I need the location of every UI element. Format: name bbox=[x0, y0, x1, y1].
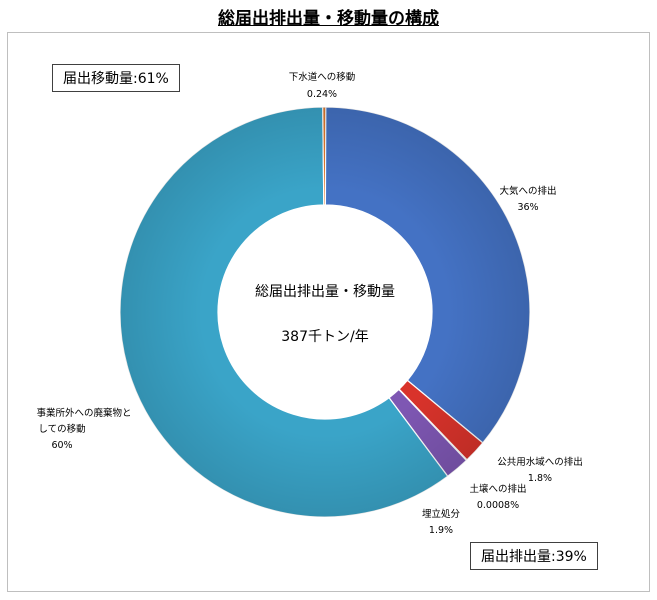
label-soil-value: 0.0008% bbox=[477, 500, 519, 511]
label-sewer-value: 0.24% bbox=[307, 89, 337, 100]
center-total-label: 総届出排出量・移動量 bbox=[255, 284, 395, 300]
donut-slices bbox=[119, 106, 531, 518]
label-landfill-name: 埋立処分 bbox=[422, 508, 461, 520]
label-waste-name-2: しての移動 bbox=[38, 423, 85, 435]
label-waste-name-1: 事業所外への廃棄物と bbox=[36, 407, 131, 419]
label-water-name: 公共用水域への排出 bbox=[497, 456, 583, 468]
label-water-value: 1.8% bbox=[528, 473, 552, 484]
label-landfill-value: 1.9% bbox=[429, 525, 453, 536]
slice-air bbox=[324, 106, 531, 444]
slice-labels: 下水道への移動 0.24% 大気への排出 36% 公共用水域への排出 1.8% … bbox=[36, 71, 582, 536]
label-air-name: 大気への排出 bbox=[499, 185, 556, 197]
label-air-value: 36% bbox=[517, 202, 538, 213]
label-soil-name: 土壌への排出 bbox=[469, 483, 526, 495]
transfer-share-box: 届出移動量:61% bbox=[52, 64, 180, 92]
center-total-value: 387千トン/年 bbox=[281, 329, 368, 345]
chart-frame bbox=[7, 32, 650, 592]
label-sewer-name: 下水道への移動 bbox=[289, 71, 356, 83]
chart-title: 総届出排出量・移動量の構成 bbox=[218, 9, 439, 29]
slice-sewer bbox=[322, 106, 327, 206]
label-waste-value: 60% bbox=[51, 440, 72, 451]
emission-share-box: 届出排出量:39% bbox=[470, 542, 598, 570]
